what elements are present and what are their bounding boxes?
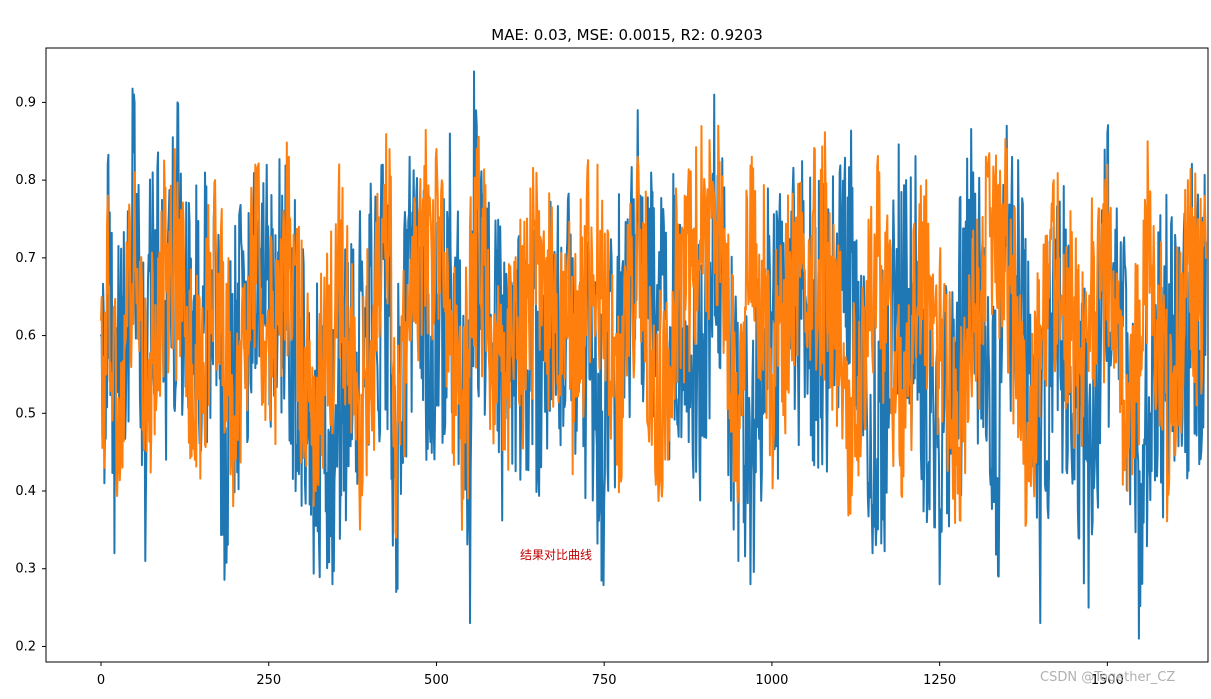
x-tick-label: 500	[424, 673, 449, 688]
x-tick-label: 1000	[755, 673, 788, 688]
x-tick-label: 1250	[923, 673, 956, 688]
plot-frame	[45, 47, 1209, 663]
y-tick-label: 0.5	[15, 406, 36, 421]
x-tick-label: 0	[97, 673, 105, 688]
x-tick-label: 750	[592, 673, 617, 688]
x-tick-label: 250	[256, 673, 281, 688]
chart-annotation: 结果对比曲线	[520, 548, 592, 562]
y-tick-label: 0.7	[15, 251, 36, 266]
y-tick-label: 0.6	[15, 329, 36, 344]
y-tick-label: 0.4	[15, 484, 36, 499]
y-tick-label: 0.8	[15, 173, 36, 188]
series-line-orange	[100, 124, 1207, 539]
y-tick-label: 0.9	[15, 95, 36, 110]
chart-title: MAE: 0.03, MSE: 0.0015, R2: 0.9203	[491, 26, 763, 44]
watermark: CSDN @Together_CZ	[1040, 670, 1175, 685]
y-tick-label: 0.2	[15, 639, 36, 654]
plot-layer	[100, 70, 1207, 640]
y-tick-label: 0.3	[15, 562, 36, 577]
x-tick-label: 1500	[1091, 673, 1124, 688]
axis-layer: 0 250 500 750 1000 1250 1500 0.2 0.3 0.4 0.5 0.6 0.7…	[15, 47, 1209, 688]
